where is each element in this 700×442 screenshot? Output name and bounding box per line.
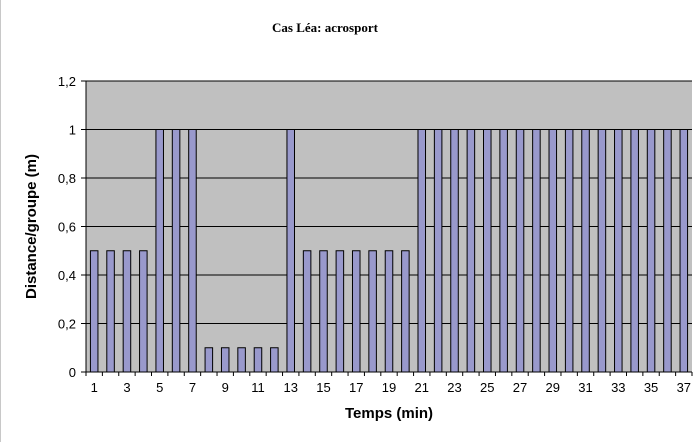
bar xyxy=(417,129,427,373)
bar xyxy=(384,250,394,373)
bar xyxy=(466,129,476,373)
bar xyxy=(515,129,525,373)
x-tick-label: 21 xyxy=(415,380,429,395)
bar xyxy=(253,347,263,373)
bar xyxy=(335,250,345,373)
left-border xyxy=(0,0,1,442)
y-tick-label: 1 xyxy=(69,123,76,138)
bar xyxy=(499,129,508,373)
bar xyxy=(581,129,590,373)
x-tick-label: 11 xyxy=(251,380,265,395)
bar xyxy=(450,129,459,373)
bar xyxy=(155,129,164,373)
bar xyxy=(204,347,214,373)
bar xyxy=(401,250,410,373)
y-tick-label: 0,2 xyxy=(58,317,76,332)
y-tick-label: 0 xyxy=(69,365,76,380)
bar xyxy=(220,347,230,373)
x-tick-label: 1 xyxy=(91,380,98,395)
bar xyxy=(270,347,279,373)
x-tick-label: 13 xyxy=(283,380,297,395)
x-tick-label: 7 xyxy=(189,380,196,395)
chart-title: Cas Léa: acrosport xyxy=(272,20,378,35)
y-tick-label: 1,2 xyxy=(58,74,76,89)
x-axis-ticks: 1 3 5 7 9 11 13 15 17 19 21 23 25 27 29 31 33 35 37 xyxy=(85,372,693,395)
x-tick-label: 23 xyxy=(447,380,461,395)
y-axis-title: Distance/groupe (m) xyxy=(23,154,40,299)
bar xyxy=(286,129,295,373)
bar xyxy=(548,129,558,373)
bar xyxy=(483,129,492,373)
x-tick-label: 35 xyxy=(644,380,658,395)
x-axis-title: Temps (min) xyxy=(345,405,433,422)
bar xyxy=(646,129,656,373)
x-tick-label: 29 xyxy=(546,380,560,395)
bar xyxy=(368,250,377,373)
x-tick-label: 9 xyxy=(222,380,229,395)
x-tick-label: 37 xyxy=(677,380,691,395)
bar xyxy=(597,129,607,373)
x-tick-label: 15 xyxy=(316,380,330,395)
y-tick-label: 0,4 xyxy=(58,268,76,283)
bar xyxy=(139,250,148,373)
bar xyxy=(106,250,115,373)
bar xyxy=(319,250,328,373)
x-tick-label: 5 xyxy=(156,380,163,395)
x-tick-label: 33 xyxy=(611,380,625,395)
bar xyxy=(89,250,99,373)
bar xyxy=(302,250,312,373)
bar xyxy=(433,129,443,373)
bars xyxy=(89,129,689,373)
y-axis-ticks: 0 0,2 0,4 0,6 0,8 1 1,2 xyxy=(58,74,86,380)
bar xyxy=(171,129,181,373)
x-tick-label: 25 xyxy=(480,380,494,395)
bar xyxy=(237,347,246,373)
y-tick-label: 0,8 xyxy=(58,171,76,186)
x-tick-label: 17 xyxy=(349,380,363,395)
x-tick-label: 31 xyxy=(578,380,592,395)
bar xyxy=(532,129,541,373)
x-tick-label: 27 xyxy=(513,380,527,395)
bar xyxy=(663,129,672,373)
y-tick-label: 0,6 xyxy=(58,220,76,235)
bar xyxy=(564,129,574,373)
x-tick-label: 19 xyxy=(382,380,396,395)
bar xyxy=(679,129,689,373)
x-tick-label: 3 xyxy=(123,380,130,395)
bar xyxy=(188,129,197,373)
bar xyxy=(351,250,361,373)
bar xyxy=(122,250,132,373)
bar xyxy=(630,129,639,373)
bar xyxy=(614,129,623,373)
